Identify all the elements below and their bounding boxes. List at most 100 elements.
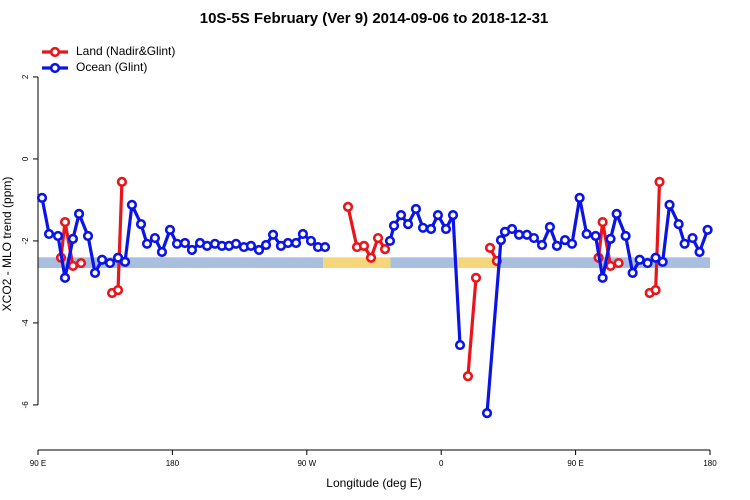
- point: [657, 256, 668, 267]
- band-segment: [390, 257, 455, 268]
- point: [342, 201, 354, 212]
- point: [260, 239, 272, 251]
- point: [664, 199, 675, 210]
- point: [597, 272, 608, 283]
- point: [528, 232, 540, 244]
- point: [104, 257, 116, 269]
- point: [544, 221, 556, 233]
- point: [611, 208, 622, 219]
- point: [52, 230, 64, 242]
- point: [590, 230, 601, 242]
- point: [116, 176, 128, 187]
- y-tick-label: -2: [21, 237, 30, 245]
- y-tick-label: -6: [21, 401, 30, 409]
- point: [574, 192, 585, 203]
- x-tick-label: 90 W: [297, 459, 316, 468]
- y-axis-label: XCO2 - MLO trend (ppm): [0, 177, 14, 312]
- point: [566, 238, 578, 249]
- point: [73, 208, 85, 219]
- y-tick-label: 2: [21, 74, 30, 79]
- point: [67, 233, 79, 244]
- point: [141, 238, 153, 249]
- x-axis-label: Longitude (deg E): [326, 476, 421, 490]
- point: [365, 252, 377, 263]
- point: [372, 232, 384, 244]
- x-tick-label: 180: [703, 459, 717, 468]
- point: [89, 267, 101, 279]
- point: [417, 222, 429, 233]
- point: [82, 230, 94, 242]
- point: [605, 233, 616, 244]
- point: [481, 408, 493, 419]
- point: [581, 228, 592, 240]
- point: [119, 256, 131, 267]
- point: [358, 240, 370, 251]
- point: [687, 232, 698, 244]
- point: [379, 244, 391, 255]
- point: [67, 260, 79, 272]
- point: [149, 232, 161, 244]
- point: [432, 209, 444, 221]
- legend-marker: [49, 46, 61, 58]
- point: [267, 229, 279, 240]
- point: [613, 257, 624, 269]
- x-tick-label: 180: [166, 459, 180, 468]
- point: [495, 235, 507, 246]
- point: [388, 220, 400, 231]
- x-tick-label: 90 E: [567, 459, 583, 468]
- band-segment: [323, 257, 391, 268]
- point: [245, 240, 257, 251]
- point: [462, 371, 474, 382]
- point: [384, 235, 396, 247]
- point: [650, 252, 661, 263]
- point: [59, 216, 71, 228]
- series-line: [59, 181, 662, 377]
- point: [156, 246, 168, 258]
- point: [620, 230, 631, 242]
- point: [36, 192, 48, 203]
- legend-label: Ocean (Glint): [76, 60, 147, 74]
- point: [253, 244, 265, 256]
- x-tick-label: 90 E: [30, 459, 46, 468]
- point: [43, 228, 55, 240]
- point: [164, 224, 176, 235]
- point: [627, 267, 638, 279]
- point: [410, 203, 422, 215]
- band-segment: [454, 257, 500, 268]
- y-tick-label: -4: [21, 319, 30, 327]
- point: [506, 223, 518, 235]
- point: [702, 224, 713, 235]
- point: [650, 285, 661, 296]
- point: [454, 339, 466, 351]
- point: [642, 257, 653, 269]
- point: [112, 285, 124, 296]
- point: [402, 219, 414, 230]
- point: [179, 237, 191, 249]
- point: [551, 240, 563, 251]
- point: [297, 228, 309, 240]
- point: [536, 239, 548, 251]
- point: [171, 238, 183, 249]
- point: [673, 219, 684, 230]
- point: [290, 237, 302, 249]
- point: [319, 241, 331, 253]
- point: [96, 254, 108, 265]
- band-segment: [38, 257, 324, 268]
- point: [126, 199, 138, 210]
- point: [597, 216, 608, 228]
- x-tick-label: 0: [439, 459, 444, 468]
- point: [112, 252, 124, 263]
- point: [425, 223, 437, 235]
- point: [135, 219, 147, 230]
- point: [470, 272, 482, 283]
- chart-title: 10S-5S February (Ver 9) 2014-09-06 to 20…: [200, 10, 549, 27]
- point: [654, 176, 665, 187]
- point: [186, 244, 198, 256]
- point: [605, 260, 616, 272]
- point: [201, 240, 213, 251]
- point: [694, 246, 705, 258]
- point: [75, 257, 87, 269]
- point: [59, 272, 71, 283]
- legend-label: Land (Nadir&Glint): [76, 44, 175, 58]
